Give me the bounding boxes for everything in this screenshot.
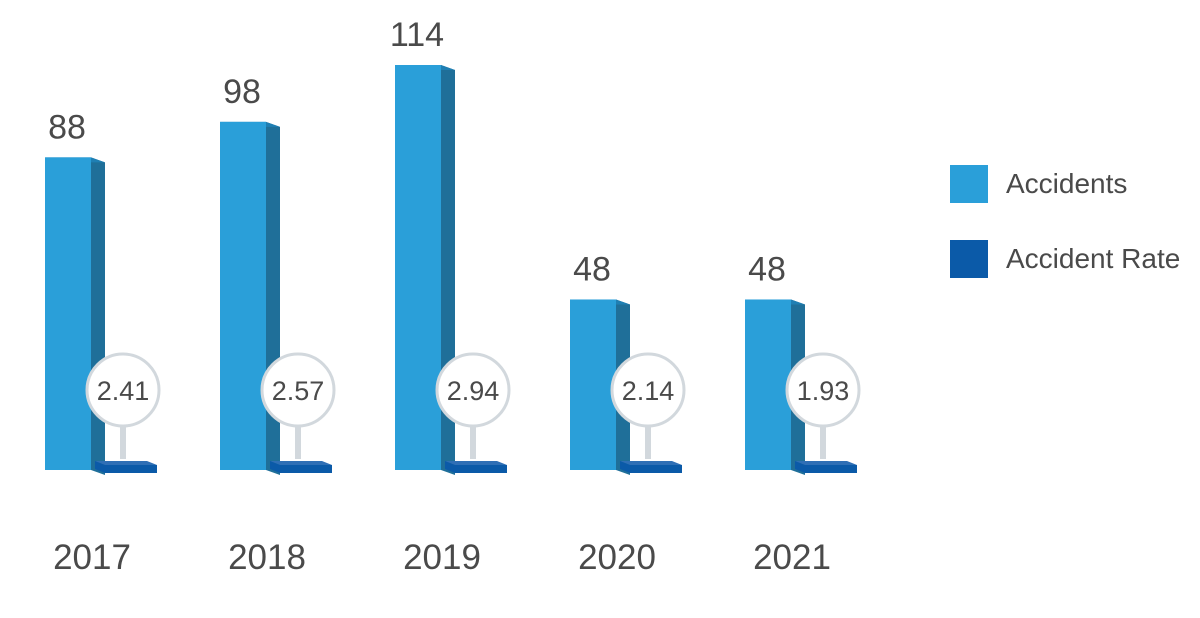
accident-rate-bar-top	[95, 461, 157, 465]
accident-rate-bar-top	[795, 461, 857, 465]
rate-bubble	[610, 352, 686, 428]
accident-rate-bar	[620, 461, 682, 473]
accident-rate-bar	[270, 461, 332, 473]
labels-layer: 2.41 88 2017 2.57 98 2018 2.94 114 2019 2.14 48 202…	[48, 16, 849, 577]
legend: Accidents Accident Rate	[950, 165, 1180, 278]
rate-pin-stem	[470, 424, 476, 459]
rate-value-label: 2.94	[447, 376, 500, 406]
accidents-value-label: 98	[223, 73, 261, 111]
year-tick-label: 2021	[753, 538, 831, 577]
accidents-bar	[395, 65, 441, 470]
rate-bubble	[260, 352, 336, 428]
accidents-bar-side	[266, 121, 280, 475]
legend-swatch-accidents	[950, 165, 988, 203]
rate-value-label: 2.41	[97, 376, 150, 406]
rate-value-label: 2.14	[622, 376, 675, 406]
year-tick-label: 2017	[53, 538, 131, 577]
rate-pin-stem	[120, 424, 126, 459]
accident-rate-bar-top	[445, 461, 507, 465]
accident-rate-bar	[795, 461, 857, 473]
accidents-value-label: 48	[573, 250, 611, 288]
rate-bubble	[785, 352, 861, 428]
accidents-value-label: 48	[748, 250, 786, 288]
accidents-bar	[220, 121, 266, 470]
accident-rate-bar-top	[620, 461, 682, 465]
accidents-bar-side	[91, 157, 105, 476]
rate-value-label: 2.57	[272, 376, 325, 406]
accident-rate-bar-top	[270, 461, 332, 465]
year-tick-label: 2019	[403, 538, 481, 577]
accident-rate-bar	[445, 461, 507, 473]
rate-value-label: 1.93	[797, 376, 850, 406]
rate-pin-stem	[820, 424, 826, 459]
accidents-value-label: 114	[390, 16, 444, 54]
accident-rate-bar	[95, 461, 157, 473]
legend-label-accident-rate: Accident Rate	[1006, 243, 1180, 274]
rate-pin-stem	[295, 424, 301, 459]
accidents-bar	[745, 299, 791, 470]
legend-label-accidents: Accidents	[1006, 168, 1127, 199]
accidents-bar	[45, 157, 91, 471]
bars-layer	[45, 65, 861, 476]
rate-bubble	[85, 352, 161, 428]
rate-pin-stem	[645, 424, 651, 459]
accidents-value-label: 88	[48, 108, 86, 146]
year-tick-label: 2018	[228, 538, 306, 577]
rate-bubble	[435, 352, 511, 428]
accidents-bar	[570, 299, 616, 470]
year-tick-label: 2020	[578, 538, 656, 577]
legend-swatch-accident-rate	[950, 240, 988, 278]
